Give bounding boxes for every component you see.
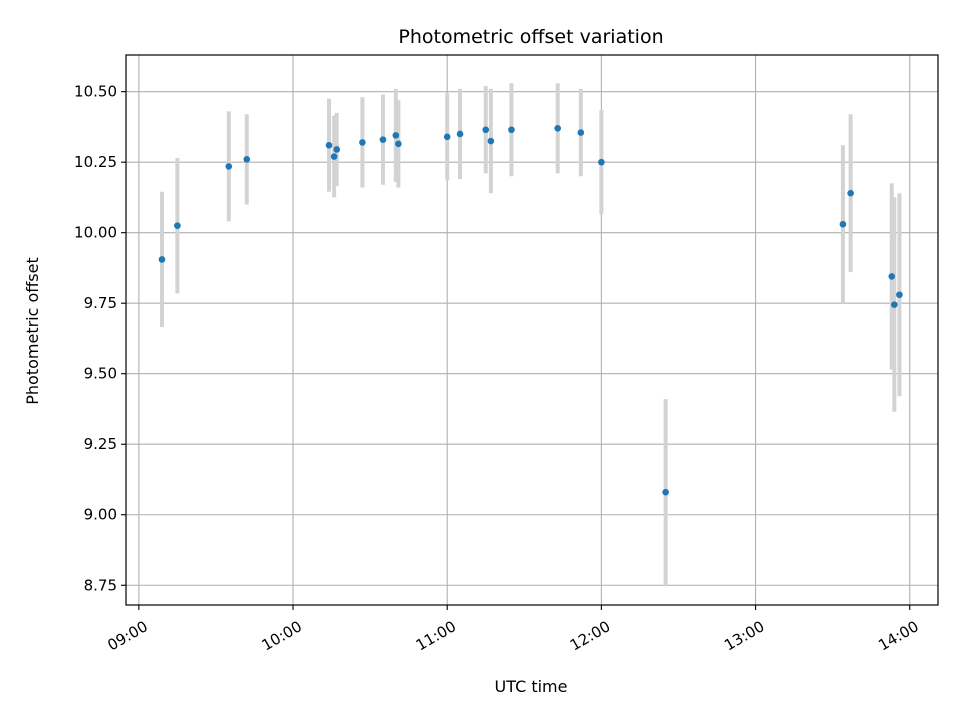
data-point	[333, 146, 341, 153]
y-tick-label: 10.25	[74, 153, 117, 171]
data-point	[330, 153, 338, 160]
data-point	[847, 189, 854, 197]
y-tick-label: 9.50	[84, 365, 117, 383]
data-point	[443, 133, 451, 141]
data-point	[225, 163, 233, 170]
data-point	[158, 256, 166, 263]
data-point	[888, 273, 896, 280]
data-point	[598, 158, 605, 166]
data-point	[577, 129, 585, 136]
y-tick-label: 10.50	[74, 83, 117, 101]
data-point	[508, 126, 515, 134]
data-point	[174, 222, 181, 229]
y-tick-label: 9.25	[84, 435, 117, 453]
grid-lines	[126, 55, 938, 605]
plot-frame	[125, 54, 939, 606]
data-point	[392, 132, 400, 139]
y-axis-title: Photometric offset	[23, 257, 42, 405]
data-point	[891, 301, 898, 308]
data-point	[379, 136, 387, 143]
data-point	[325, 141, 333, 149]
data-point	[662, 488, 669, 496]
data-point	[456, 130, 464, 138]
data-point	[487, 137, 495, 145]
data-point	[243, 156, 251, 163]
data-point	[395, 140, 402, 148]
y-tick-label: 9.00	[84, 506, 117, 524]
y-axis-ticks: 8.75 9.00 9.25 9.50 9.75 10.00 10.25 10.50	[74, 83, 126, 594]
y-tick-label: 8.75	[84, 576, 117, 594]
y-tick-label: 10.00	[74, 224, 117, 242]
data-point	[896, 291, 903, 299]
data-point	[482, 126, 490, 134]
x-axis-title: UTC time	[495, 677, 568, 696]
data-points	[158, 125, 903, 496]
data-point	[359, 139, 366, 146]
data-point	[554, 125, 561, 132]
y-tick-label: 9.75	[84, 294, 117, 312]
data-point	[839, 220, 847, 228]
chart-title: Photometric offset variation	[398, 26, 663, 48]
